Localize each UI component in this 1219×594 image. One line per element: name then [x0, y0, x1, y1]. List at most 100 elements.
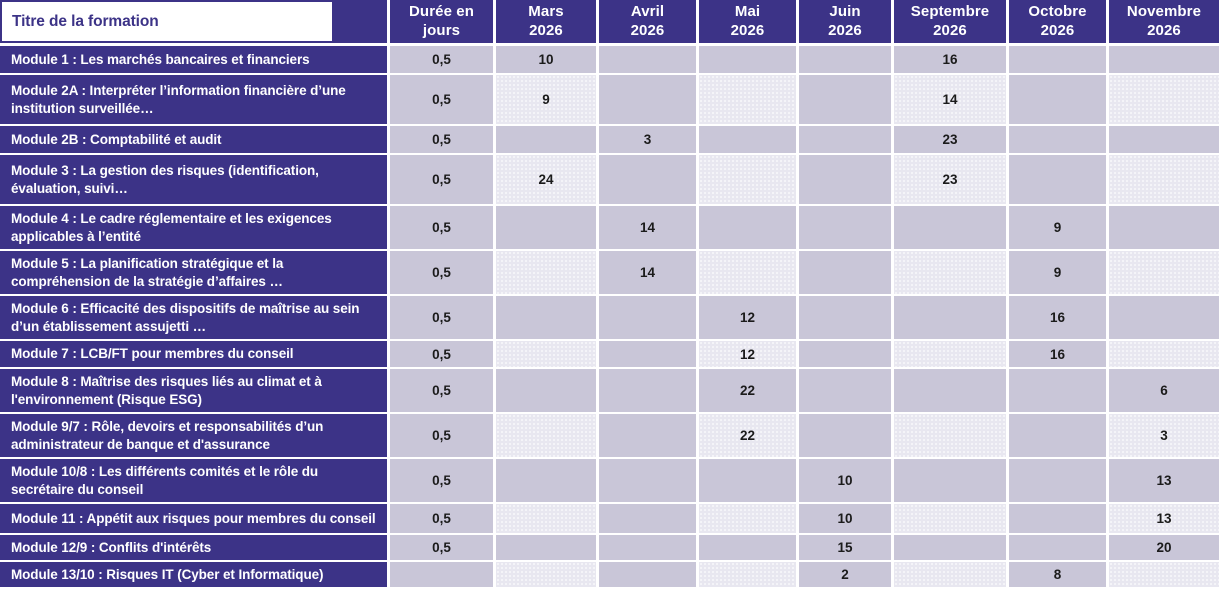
cell-septembre [894, 251, 1009, 296]
cell-duration: 0,5 [390, 535, 496, 562]
cell-novembre [1109, 251, 1219, 296]
cell-mai [699, 251, 799, 296]
table-row: Module 6 : Efficacité des dispositifs de… [0, 296, 1219, 341]
cell-avril: 3 [599, 126, 699, 155]
cell-septembre [894, 535, 1009, 562]
table-row: Module 1 : Les marchés bancaires et fina… [0, 46, 1219, 75]
row-title-cell: Module 9/7 : Rôle, devoirs et responsabi… [0, 414, 390, 459]
cell-septembre [894, 562, 1009, 589]
cell-juin [799, 414, 894, 459]
cell-duration: 0,5 [390, 206, 496, 251]
cell-novembre: 3 [1109, 414, 1219, 459]
cell-avril [599, 504, 699, 535]
cell-mars [496, 341, 599, 369]
cell-mai: 12 [699, 341, 799, 369]
row-title-cell: Module 5 : La planification stratégique … [0, 251, 390, 296]
cell-octobre [1009, 504, 1109, 535]
row-title-cell: Module 1 : Les marchés bancaires et fina… [0, 46, 390, 75]
cell-mars [496, 251, 599, 296]
row-title-cell: Module 13/10 : Risques IT (Cyber et Info… [0, 562, 390, 589]
cell-novembre: 6 [1109, 369, 1219, 414]
cell-duration: 0,5 [390, 251, 496, 296]
cell-juin: 10 [799, 504, 894, 535]
cell-octobre [1009, 75, 1109, 126]
cell-septembre [894, 504, 1009, 535]
cell-mars [496, 369, 599, 414]
column-header-mai: Mai 2026 [699, 0, 799, 46]
cell-octobre [1009, 126, 1109, 155]
cell-mai: 12 [699, 296, 799, 341]
cell-duration: 0,5 [390, 369, 496, 414]
cell-novembre [1109, 562, 1219, 589]
cell-mai [699, 75, 799, 126]
row-title-cell: Module 8 : Maîtrise des risques liés au … [0, 369, 390, 414]
cell-novembre [1109, 46, 1219, 75]
cell-avril [599, 296, 699, 341]
title-column-header-label: Titre de la formation [12, 12, 159, 30]
cell-octobre [1009, 459, 1109, 504]
cell-octobre: 16 [1009, 341, 1109, 369]
cell-septembre: 23 [894, 126, 1009, 155]
cell-novembre: 13 [1109, 459, 1219, 504]
header-row: Titre de la formation Durée en jours Mar… [0, 0, 1219, 46]
cell-mai [699, 206, 799, 251]
table-row: Module 11 : Appétit aux risques pour mem… [0, 504, 1219, 535]
cell-mai: 22 [699, 414, 799, 459]
cell-mars: 24 [496, 155, 599, 206]
row-title-cell: Module 2A : Interpréter l’information fi… [0, 75, 390, 126]
cell-duration: 0,5 [390, 459, 496, 504]
cell-novembre [1109, 155, 1219, 206]
cell-octobre [1009, 155, 1109, 206]
cell-septembre [894, 341, 1009, 369]
cell-novembre: 20 [1109, 535, 1219, 562]
table-row: Module 13/10 : Risques IT (Cyber et Info… [0, 562, 1219, 589]
row-title-cell: Module 4 : Le cadre réglementaire et les… [0, 206, 390, 251]
row-title-cell: Module 6 : Efficacité des dispositifs de… [0, 296, 390, 341]
cell-octobre [1009, 46, 1109, 75]
cell-octobre: 9 [1009, 206, 1109, 251]
cell-juin [799, 369, 894, 414]
cell-mai [699, 126, 799, 155]
cell-avril: 14 [599, 251, 699, 296]
cell-juin [799, 126, 894, 155]
cell-septembre: 16 [894, 46, 1009, 75]
cell-novembre: 13 [1109, 504, 1219, 535]
cell-duration: 0,5 [390, 504, 496, 535]
cell-avril: 14 [599, 206, 699, 251]
row-title-cell: Module 11 : Appétit aux risques pour mem… [0, 504, 390, 535]
cell-juin [799, 75, 894, 126]
cell-avril [599, 459, 699, 504]
cell-septembre [894, 206, 1009, 251]
cell-juin [799, 251, 894, 296]
cell-duration: 0,5 [390, 296, 496, 341]
cell-mai [699, 535, 799, 562]
table-row: Module 7 : LCB/FT pour membres du consei… [0, 341, 1219, 369]
table-row: Module 8 : Maîtrise des risques liés au … [0, 369, 1219, 414]
row-title-cell: Module 3 : La gestion des risques (ident… [0, 155, 390, 206]
cell-octobre [1009, 369, 1109, 414]
row-title-cell: Module 2B : Comptabilité et audit [0, 126, 390, 155]
column-header-octobre: Octobre 2026 [1009, 0, 1109, 46]
cell-octobre [1009, 535, 1109, 562]
cell-avril [599, 414, 699, 459]
cell-septembre [894, 459, 1009, 504]
column-header-duration: Durée en jours [390, 0, 496, 46]
title-column-header-cell: Titre de la formation [0, 0, 390, 46]
cell-juin [799, 341, 894, 369]
table-row: Module 5 : La planification stratégique … [0, 251, 1219, 296]
cell-septembre: 23 [894, 155, 1009, 206]
column-header-mars: Mars 2026 [496, 0, 599, 46]
cell-mars [496, 414, 599, 459]
table-row: Module 2B : Comptabilité et audit 0,5 3 23 [0, 126, 1219, 155]
cell-septembre [894, 296, 1009, 341]
table-row: Module 2A : Interpréter l’information fi… [0, 75, 1219, 126]
cell-novembre [1109, 126, 1219, 155]
cell-mai [699, 46, 799, 75]
cell-novembre [1109, 341, 1219, 369]
cell-duration [390, 562, 496, 589]
cell-mars [496, 296, 599, 341]
cell-avril [599, 562, 699, 589]
cell-duration: 0,5 [390, 75, 496, 126]
cell-duration: 0,5 [390, 155, 496, 206]
